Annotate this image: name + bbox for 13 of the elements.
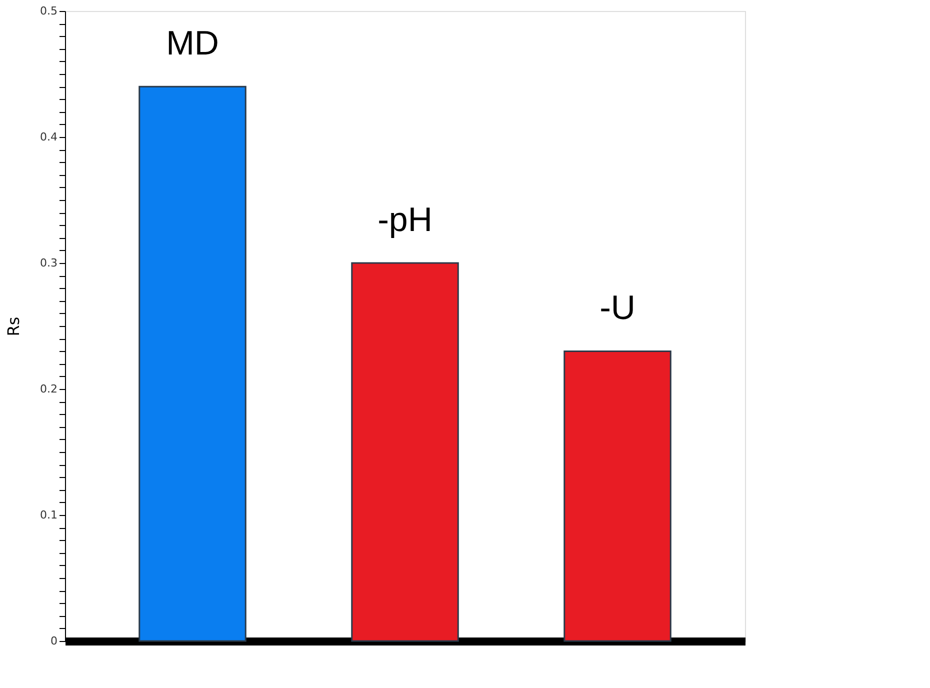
- x-tick-label: -pH: [378, 201, 432, 239]
- y-tick-label: 0.3: [40, 256, 58, 270]
- y-tick-label: 0.5: [40, 4, 58, 18]
- y-tick-label: 0.2: [40, 382, 58, 396]
- y-tick-label: 0: [50, 634, 58, 648]
- y-axis-title: Rs: [4, 316, 24, 336]
- bar: [138, 86, 246, 642]
- y-tick-label: 0.4: [40, 130, 58, 144]
- bar: [351, 262, 459, 642]
- y-tick-label: 0.1: [40, 508, 58, 522]
- x-tick-label: -U: [600, 289, 636, 328]
- x-tick-label: MD: [166, 24, 219, 63]
- bar: [564, 350, 672, 642]
